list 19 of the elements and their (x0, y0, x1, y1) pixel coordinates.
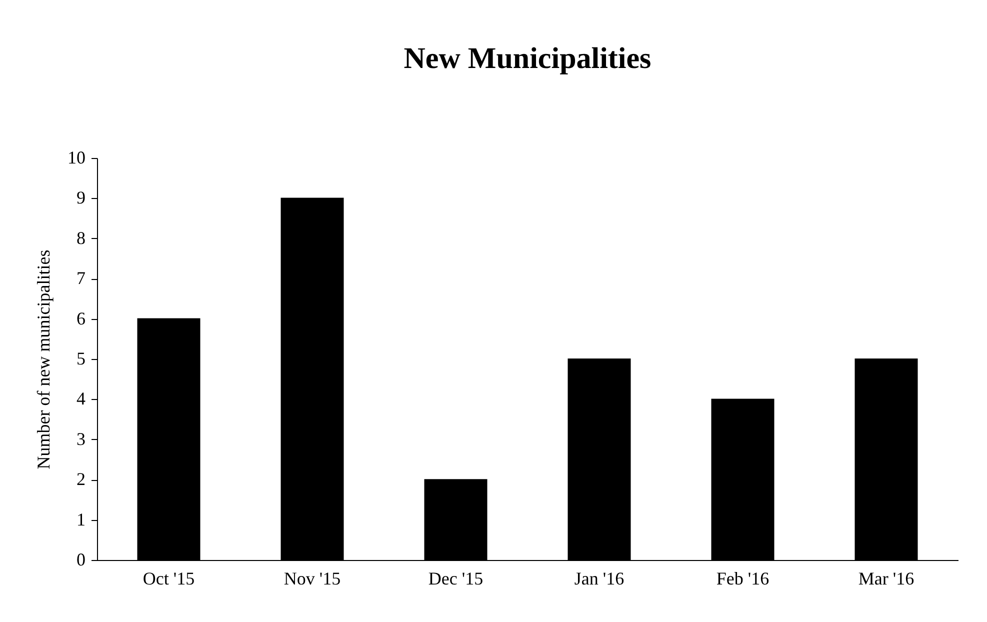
x-tick-label: Oct '15 (142, 568, 195, 588)
y-tick-label: 2 (76, 469, 86, 490)
chart-title: New Municipalities (404, 42, 652, 75)
y-axis-title: Number of new municipalities (34, 250, 54, 470)
y-tick-label: 0 (76, 550, 86, 570)
y-tick-label: 3 (76, 428, 86, 449)
y-tick-label: 1 (76, 509, 86, 530)
y-tick-label: 5 (76, 348, 86, 368)
y-tick-label: 6 (76, 308, 86, 328)
y-tick-label: 8 (76, 228, 86, 248)
y-tick-label: 10 (68, 148, 86, 168)
x-tick-label: Jan '16 (574, 568, 624, 588)
y-tick-label: 9 (76, 188, 86, 208)
y-tick-label: 4 (76, 388, 86, 409)
y-tick-label: 7 (76, 268, 86, 288)
x-tick-label: Dec '15 (428, 568, 484, 588)
x-tick-label: Mar '16 (858, 568, 914, 588)
x-tick-label: Feb '16 (716, 568, 770, 588)
x-tick-label: Nov '15 (284, 568, 341, 588)
